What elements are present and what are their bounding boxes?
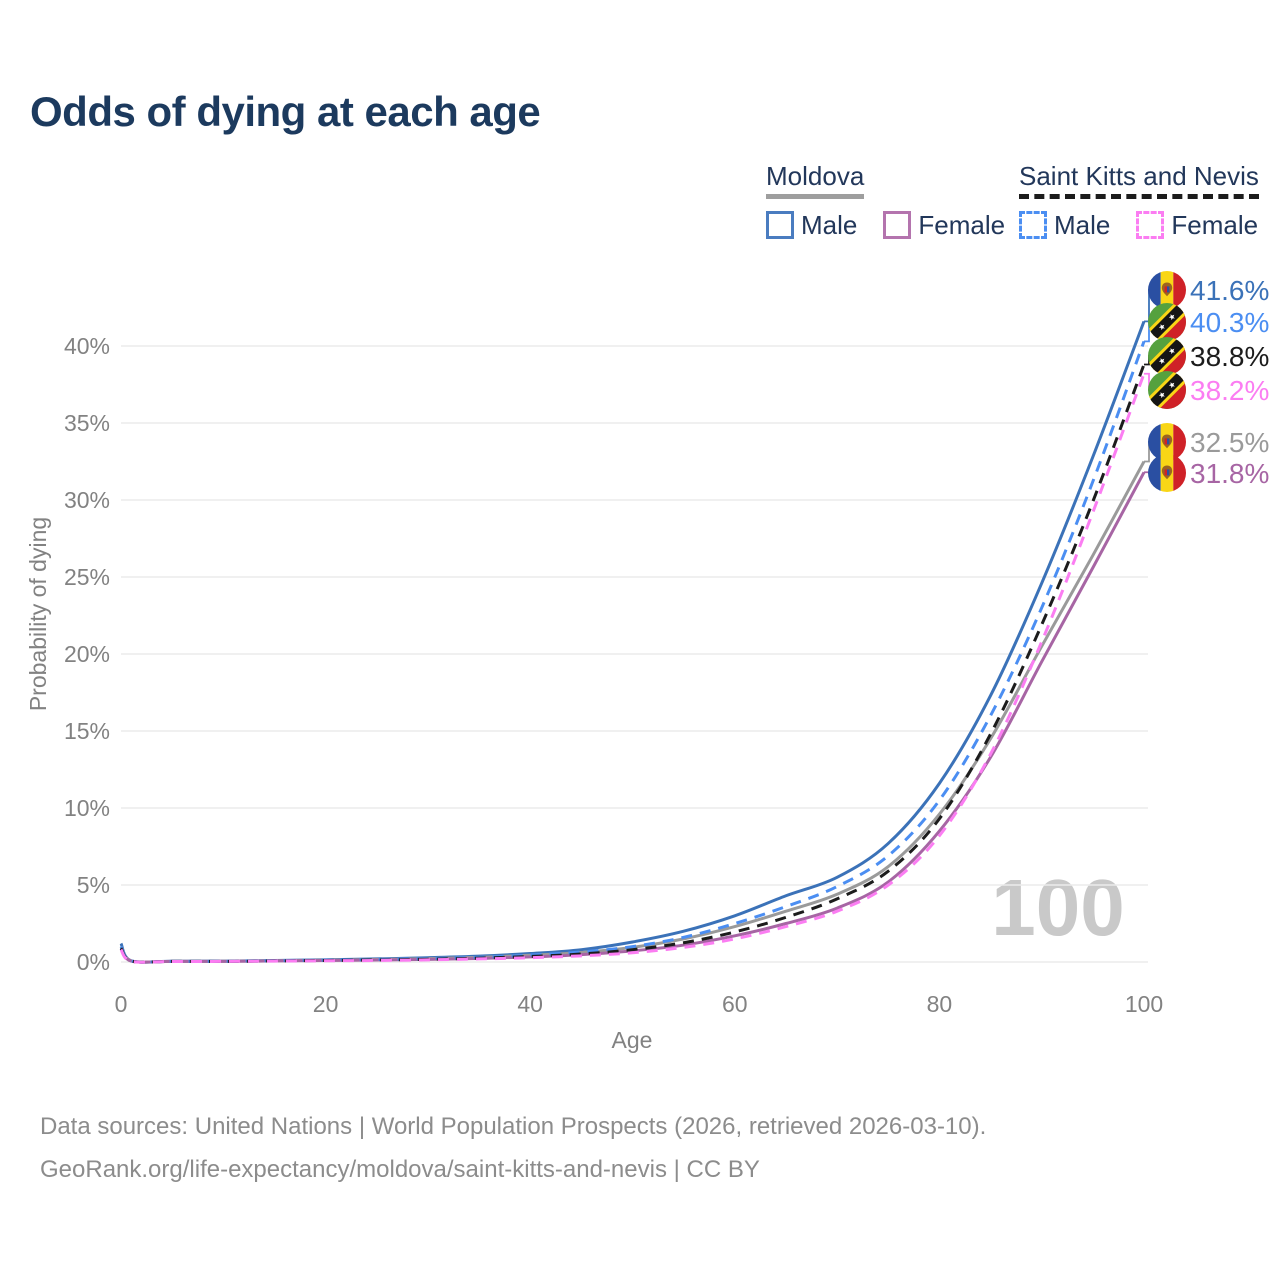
end-label-value: 38.2% <box>1190 375 1269 406</box>
moldova-male-swatch-icon <box>766 211 794 240</box>
x-tick-label: 80 <box>927 991 953 1017</box>
x-tick-label: 40 <box>517 991 543 1017</box>
x-tick-label: 20 <box>313 991 339 1017</box>
data-sources-line: Data sources: United Nations | World Pop… <box>40 1113 987 1140</box>
legend-item-moldova-female[interactable]: Female <box>883 210 1005 241</box>
moldova-female-swatch-icon <box>883 211 912 240</box>
y-tick-label: 40% <box>64 333 110 359</box>
end-label-value: 40.3% <box>1190 307 1269 338</box>
x-tick-label: 60 <box>722 991 748 1017</box>
y-tick-label: 35% <box>64 410 110 436</box>
x-tick-label: 100 <box>1125 991 1163 1017</box>
legend-row-moldova: Male Female <box>766 210 1005 241</box>
legend-item-skn-female[interactable]: Female <box>1136 210 1258 241</box>
line-chart: 100 0% 5% 10% 15% 20% 25% 30% 35% 40% 0 20 40 60 80 10… <box>25 0 1269 1053</box>
y-tick-label: 15% <box>64 718 110 744</box>
legend-item-skn-male[interactable]: Male <box>1019 210 1110 241</box>
legend-country-moldova: Moldova <box>766 162 865 199</box>
end-label-value: 41.6% <box>1190 275 1269 306</box>
x-axis-title: Age <box>612 1027 653 1053</box>
legend-item-label: Male <box>801 209 858 240</box>
chart-title: Odds of dying at each age <box>30 88 541 135</box>
y-tick-label: 0% <box>77 949 110 975</box>
y-axis-title: Probability of dying <box>25 517 51 711</box>
end-label-value: 31.8% <box>1190 458 1269 489</box>
legend-item-label: Male <box>1054 209 1111 240</box>
skn-female-swatch-icon <box>1136 211 1165 240</box>
series-line-skn-male <box>119 340 1146 964</box>
y-tick-label: 5% <box>77 872 110 898</box>
legend-group-moldova: Moldova Male Female <box>766 162 1005 241</box>
legend-item-label: Female <box>918 209 1006 240</box>
legend-item-label: Female <box>1171 209 1259 240</box>
attribution-line: GeoRank.org/life-expectancy/moldova/sain… <box>40 1155 760 1183</box>
y-tick-label: 20% <box>64 641 110 667</box>
legend-item-moldova-male[interactable]: Male <box>766 210 857 241</box>
legend-country-saint-kitts-and-nevis: Saint Kitts and Nevis <box>1019 162 1259 199</box>
series-line-skn-female <box>119 373 1146 964</box>
x-tick-label: 0 <box>115 991 128 1017</box>
skn-male-swatch-icon <box>1019 211 1047 240</box>
series-line-skn-both <box>119 363 1146 964</box>
legend-row-saint-kitts-and-nevis: Male Female <box>1019 210 1259 241</box>
age-watermark: 100 <box>991 863 1124 952</box>
flag-moldova-icon <box>1148 454 1186 492</box>
end-label-value: 38.8% <box>1190 341 1269 372</box>
plot-area: 0% 5% 10% 15% 20% 25% 30% 35% 40% 0 20 40 60 80 100 41.… <box>64 271 1269 1017</box>
end-label-value: 32.5% <box>1190 427 1269 458</box>
y-tick-label: 30% <box>64 487 110 513</box>
footer: Data sources: United Nations | World Pop… <box>40 1106 986 1191</box>
legend-group-saint-kitts-and-nevis: Saint Kitts and Nevis Male Female <box>1019 162 1259 241</box>
flag-skn-icon <box>1145 368 1189 412</box>
y-tick-label: 25% <box>64 564 110 590</box>
y-tick-label: 10% <box>64 795 110 821</box>
